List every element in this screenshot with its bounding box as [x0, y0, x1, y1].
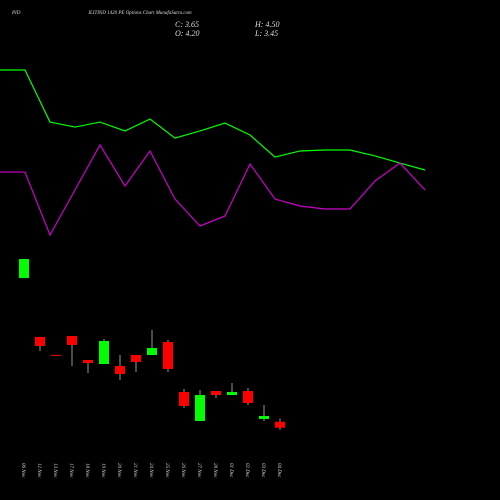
x-tick-label: 03 Dec [260, 463, 265, 478]
candle-body [67, 335, 77, 345]
x-tick-label: 13 Nov [52, 463, 57, 478]
candle-body [147, 348, 157, 355]
candle-body [83, 360, 93, 364]
candle-body [227, 391, 237, 395]
x-tick-label: 06 Nov [20, 463, 25, 478]
candle-body [35, 336, 45, 346]
candle-body [131, 355, 141, 362]
candle-body [163, 341, 173, 370]
x-tick-label: 17 Nov [68, 463, 73, 478]
x-tick-label: 18 Nov [84, 463, 89, 478]
candle-body [195, 395, 205, 421]
candle-body [259, 415, 269, 420]
indicator-line [0, 69, 426, 171]
candle-body [275, 421, 285, 428]
ohlc-low: L: 3.45 [254, 29, 278, 38]
candle-body [243, 390, 253, 404]
candle-body [51, 354, 61, 356]
candle-body [99, 340, 109, 365]
ohlc-close: C: 3.65 [175, 20, 199, 29]
candle-body [211, 390, 221, 395]
chart-title: ILITIND 1420 PE Options Chart MunafaSutr… [87, 11, 192, 16]
x-tick-label: 20 Nov [116, 463, 121, 478]
x-tick-label: 28 Nov [212, 463, 217, 478]
candle-body [19, 259, 29, 279]
x-tick-label: 02 Dec [244, 463, 249, 478]
x-tick-label: 26 Nov [180, 463, 185, 478]
ticker: PID [11, 11, 21, 16]
x-tick-label: 01 Dec [228, 463, 233, 478]
x-tick-label: 24 Nov [148, 463, 153, 478]
x-tick-label: 27 Nov [196, 463, 201, 478]
x-tick-label: 04 Dec [276, 463, 281, 478]
x-tick-label: 19 Nov [100, 463, 105, 478]
x-tick-label: 12 Nov [36, 463, 41, 478]
candle-body [179, 391, 189, 406]
candle-body [115, 365, 125, 375]
ohlc-open: O: 4.20 [175, 29, 199, 38]
ohlc-high: H: 4.50 [254, 20, 279, 29]
x-tick-label: 21 Nov [132, 463, 137, 478]
indicator-line [0, 143, 426, 237]
x-tick-label: 25 Nov [164, 463, 169, 478]
